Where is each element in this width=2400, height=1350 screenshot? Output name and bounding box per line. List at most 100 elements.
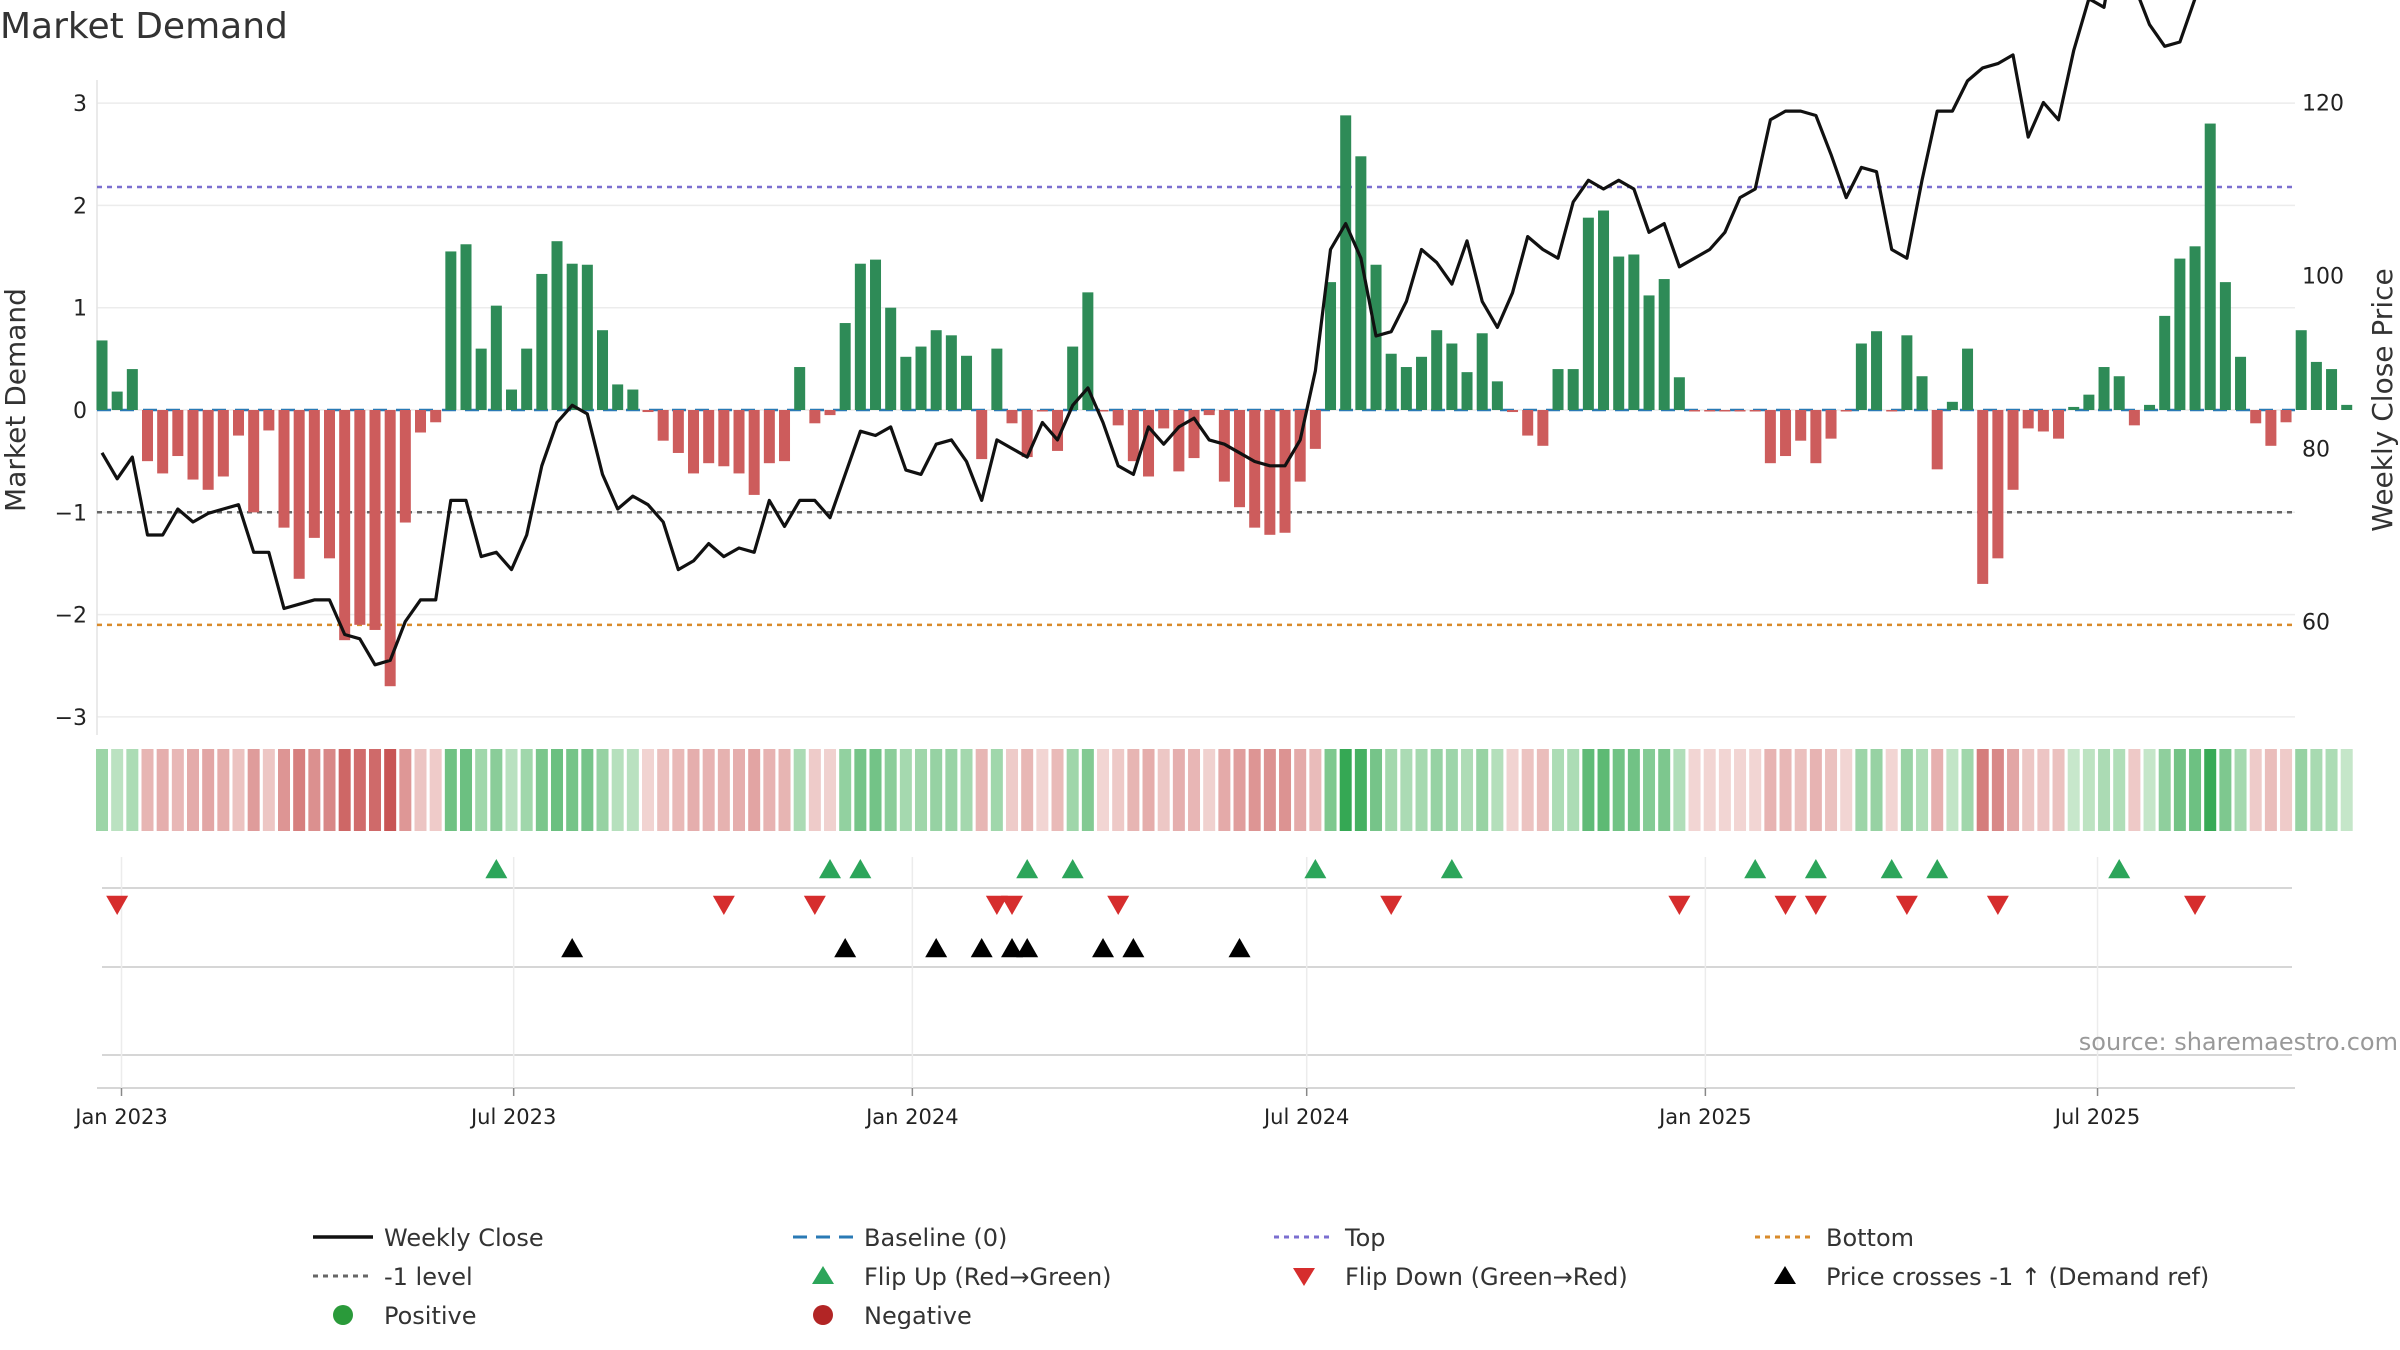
heat-cell xyxy=(1203,749,1216,831)
demand-heat-strip xyxy=(96,749,2353,831)
heat-cell xyxy=(475,749,488,831)
flip-down-marker xyxy=(712,895,735,915)
demand-bar xyxy=(566,263,578,410)
x-tick-label: Jul 2025 xyxy=(2053,1105,2140,1129)
demand-bar xyxy=(1734,410,1746,412)
demand-bar xyxy=(1097,410,1109,412)
heat-cell xyxy=(1961,749,1974,831)
heat-cell xyxy=(111,749,124,831)
heat-cell xyxy=(748,749,761,831)
heat-cell xyxy=(399,749,412,831)
demand-bar xyxy=(657,410,669,441)
demand-bar xyxy=(1704,410,1716,412)
heat-cell xyxy=(1643,749,1656,831)
heat-cell xyxy=(323,749,336,831)
heat-cell xyxy=(2280,749,2293,831)
heat-cell xyxy=(2325,749,2338,831)
demand-bar xyxy=(2159,315,2171,410)
heat-cell xyxy=(2113,749,2126,831)
legend-label: Top xyxy=(1344,1224,1386,1252)
heat-cell xyxy=(384,749,397,831)
y-axis-ticks: 3 2 1 0 −1 −2 −3 xyxy=(55,92,87,731)
demand-bar xyxy=(415,410,427,433)
demand-bar xyxy=(900,356,912,410)
heat-cell xyxy=(1339,749,1352,831)
demand-bar xyxy=(1795,410,1807,441)
legend-label: Flip Down (Green→Red) xyxy=(1345,1263,1628,1291)
heat-cell xyxy=(990,749,1003,831)
y-tick-label: −2 xyxy=(55,604,87,629)
demand-bar xyxy=(233,410,245,436)
flip-up-marker xyxy=(1804,859,1827,879)
y-tick-label: −1 xyxy=(55,501,87,526)
heat-cell xyxy=(1749,749,1762,831)
demand-bar xyxy=(1112,410,1124,426)
demand-bar xyxy=(870,259,882,410)
legend-label: -1 level xyxy=(384,1263,473,1291)
demand-bar xyxy=(839,323,851,410)
demand-bar xyxy=(642,410,654,413)
demand-bar xyxy=(1279,410,1291,533)
demand-bar xyxy=(1658,279,1670,410)
demand-bar xyxy=(263,410,275,431)
heat-cell xyxy=(778,749,791,831)
demand-bar xyxy=(2235,356,2247,410)
heat-cell xyxy=(1081,749,1094,831)
heat-cell xyxy=(308,749,321,831)
demand-bar xyxy=(688,410,700,474)
price-line-group xyxy=(100,0,2197,667)
demand-bar xyxy=(627,389,639,410)
demand-bar xyxy=(885,307,897,410)
demand-bar xyxy=(2250,410,2262,424)
heat-cell xyxy=(2249,749,2262,831)
demand-bar xyxy=(202,410,214,490)
heat-cell xyxy=(369,749,382,831)
heat-cell xyxy=(520,749,533,831)
heat-cell xyxy=(1354,749,1367,831)
heat-cell xyxy=(1491,749,1504,831)
heat-cell xyxy=(2128,749,2141,831)
legend-label: Bottom xyxy=(1826,1224,1914,1252)
demand-bar xyxy=(1325,282,1337,410)
flip-down-marker xyxy=(106,895,129,915)
heat-cell xyxy=(1309,749,1322,831)
demand-bar xyxy=(1021,410,1033,458)
demand-bar xyxy=(126,369,138,410)
demand-bar xyxy=(976,410,988,460)
demand-bar xyxy=(1249,410,1261,528)
x-tick-label: Jan 2023 xyxy=(73,1105,168,1129)
heat-cell xyxy=(1612,749,1625,831)
heat-cell xyxy=(611,749,624,831)
heat-cell xyxy=(2340,749,2353,831)
demand-bar xyxy=(1203,410,1215,416)
heat-cell xyxy=(1188,749,1201,831)
heat-cell xyxy=(1688,749,1701,831)
heat-cell xyxy=(657,749,670,831)
price-cross-marker xyxy=(1228,938,1251,958)
heat-cell xyxy=(2295,749,2308,831)
demand-bars xyxy=(96,115,2353,687)
demand-bar xyxy=(354,410,366,625)
y-axis-label: Market Demand xyxy=(0,288,32,512)
legend-item: Price crosses -1 ↑ (Demand ref) xyxy=(1774,1263,2209,1291)
demand-bar xyxy=(945,335,957,410)
heat-cell xyxy=(2219,749,2232,831)
demand-bar xyxy=(217,410,229,477)
heat-cell xyxy=(1385,749,1398,831)
demand-bar xyxy=(2113,376,2125,410)
heat-cell xyxy=(2022,749,2035,831)
flip-up-marker xyxy=(819,859,842,879)
demand-bar xyxy=(2174,258,2186,410)
heat-cell xyxy=(444,749,457,831)
legend-label: Baseline (0) xyxy=(864,1224,1007,1252)
heat-cell xyxy=(2204,749,2217,831)
y-tick-label: 2 xyxy=(73,194,87,219)
demand-bar xyxy=(612,384,624,410)
demand-bar xyxy=(2310,361,2322,410)
legend-swatch xyxy=(1293,1268,1315,1286)
demand-bar xyxy=(1052,410,1064,451)
heat-cell xyxy=(793,749,806,831)
price-cross-marker xyxy=(561,938,584,958)
heat-cell xyxy=(1476,749,1489,831)
demand-bar xyxy=(278,410,290,528)
